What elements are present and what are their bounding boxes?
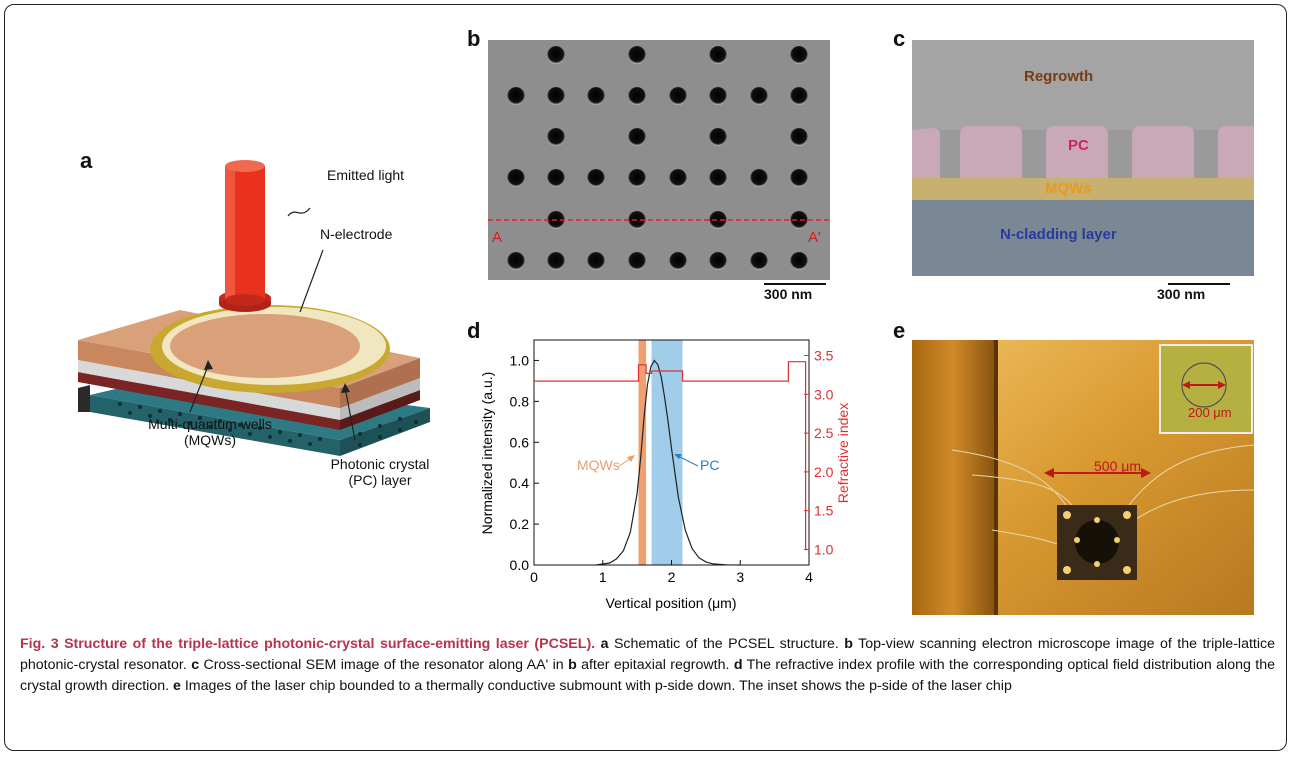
mqw-annotation: MQWs [577, 457, 620, 473]
submount-edge [912, 340, 994, 615]
c-scale-bar [1168, 283, 1230, 285]
intensity-index-chart: 0 1 2 3 4 0.0 0.2 0.4 0.6 0.8 1.0 1.0 1.5 2.0 2.5 3.0… [479, 339, 851, 611]
mqw-callout [189, 365, 209, 413]
pc-holes [118, 402, 418, 447]
panel-e-label: e [893, 318, 906, 343]
mqw-label-line2: (MQWs) [183, 432, 237, 448]
regrowth-region [912, 40, 1254, 130]
pc-pillars [912, 126, 1254, 178]
y2-tick-label: 1.5 [814, 503, 834, 519]
inset-image [1159, 344, 1253, 434]
pc-region-label: PC [1068, 137, 1089, 154]
y-tick-label: 0.6 [510, 434, 530, 450]
substrate-edge [78, 385, 90, 412]
regrowth-label: Regrowth [1024, 68, 1094, 85]
x-tick-label: 3 [736, 569, 744, 585]
emitted-light-callout [287, 207, 311, 217]
x-tick-label: 0 [530, 569, 538, 585]
ncladding-region [912, 200, 1254, 276]
pcsel-schematic [78, 160, 430, 456]
marker-a-prime: A' [808, 229, 821, 246]
x-tick-label: 1 [599, 569, 607, 585]
x-axis-label: Vertical position (μm) [606, 595, 737, 611]
panel-d-label: d [467, 318, 481, 343]
fig-number: Fig. 3 [20, 636, 59, 652]
y2-tick-label: 2.0 [814, 464, 834, 480]
y-tick-label: 0.0 [510, 557, 530, 573]
y-tick-label: 0.8 [510, 393, 530, 409]
y-tick-label: 0.2 [510, 516, 530, 532]
mqw-band [912, 178, 1254, 200]
marker-a: A [492, 229, 503, 246]
top-layer-side [340, 358, 420, 408]
fig-title: Structure of the triple-lattice photonic… [64, 636, 596, 652]
region-pc [651, 340, 683, 565]
panel-c-label: c [893, 26, 906, 51]
photonic-crystal-holes [507, 46, 808, 270]
pc-label-line2: (PC) layer [348, 472, 412, 488]
figure-caption: Fig. 3 Structure of the triple-lattice p… [20, 636, 1275, 694]
y2-tick-label: 3.5 [814, 348, 834, 364]
electrode-callout [299, 249, 324, 313]
refractive-index-line [534, 361, 809, 551]
cladding-layer [78, 360, 340, 420]
n-electrode-label: N-electrode [320, 226, 393, 242]
intensity-line [595, 359, 741, 566]
pc-annotation: PC [700, 457, 719, 473]
y-axis-label: Normalized intensity (a.u.) [479, 372, 495, 535]
figure-frame [4, 4, 1287, 751]
y-tick-label: 1.0 [510, 352, 530, 368]
x-tick-label: 2 [668, 569, 676, 585]
sem-cross-section [912, 40, 1254, 276]
y2-tick-label: 3.0 [814, 386, 834, 402]
b-scale-bar [764, 283, 826, 285]
mqw-layer [78, 372, 340, 430]
x-tick-label: 4 [805, 569, 813, 585]
panel-b-label: b [467, 26, 481, 51]
y2-tick-label: 2.5 [814, 425, 834, 441]
c-scale-text: 300 nm [1157, 286, 1206, 302]
y-tick-label: 0.4 [510, 475, 530, 491]
inset-scale-label: 200 μm [1188, 405, 1232, 420]
mqw-label-line1: Multi-quantum wells [148, 416, 272, 432]
b-scale-text: 300 nm [764, 286, 813, 302]
mqws-region-label: MQWs [1045, 180, 1092, 197]
main-scale-label: 500 μm [1094, 458, 1141, 474]
pc-layer-front [90, 395, 340, 456]
region-mqws [638, 340, 647, 565]
sem-top-view [488, 40, 830, 280]
pc-callout [344, 386, 356, 441]
emitted-light-label: Emitted light [327, 167, 405, 183]
panel-a-label: a [80, 148, 93, 173]
y2-tick-label: 1.0 [814, 541, 834, 557]
pc-label-line1: Photonic crystal [330, 456, 430, 472]
ncladding-label: N-cladding layer [1000, 226, 1117, 243]
y2-axis-label: Refractive index [835, 403, 851, 503]
laser-chip-photo [912, 340, 1254, 615]
pc-layer-side [340, 408, 430, 456]
